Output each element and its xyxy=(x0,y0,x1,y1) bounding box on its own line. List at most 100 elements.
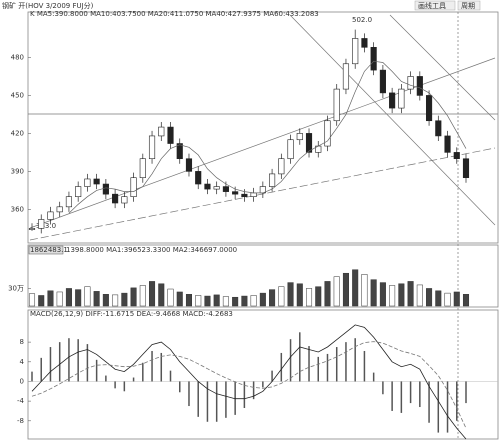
candle-body xyxy=(84,178,91,187)
dea-line xyxy=(31,341,467,429)
volume-bar xyxy=(84,286,91,307)
ma-line xyxy=(68,60,467,214)
volume-bar xyxy=(102,294,109,307)
volume-bar xyxy=(222,296,229,307)
candle-body xyxy=(462,158,470,179)
volume-bar xyxy=(453,291,460,307)
candle-body xyxy=(435,120,442,137)
candle-body xyxy=(398,88,405,109)
volume-bar xyxy=(379,282,386,307)
candle-body xyxy=(305,133,313,153)
candle-body xyxy=(139,158,146,179)
y-tick-label: 360 xyxy=(11,205,24,213)
volume-bar xyxy=(139,285,146,307)
candle-body xyxy=(185,158,193,172)
candle-body xyxy=(232,191,239,195)
candle-body xyxy=(296,133,303,141)
volume-bar xyxy=(65,288,72,307)
volume-bar xyxy=(462,294,470,307)
volume-bar xyxy=(389,285,396,307)
volume-bar xyxy=(130,287,137,307)
volume-bar xyxy=(185,294,192,307)
candle-body xyxy=(213,186,220,190)
price-frame xyxy=(27,11,499,244)
volume-bar xyxy=(158,283,165,307)
chart-title: 钢矿 开(HOV 3/2009 FUJ分) xyxy=(2,1,94,10)
volume-bar xyxy=(435,290,442,307)
low-annotation: 343.0 xyxy=(36,222,56,230)
volume-bar xyxy=(416,284,423,307)
volume-bar xyxy=(398,283,405,307)
volume-bar xyxy=(213,294,220,307)
diff-line xyxy=(31,324,467,440)
candle-body xyxy=(444,135,451,153)
ma-header: K MA5:390.8000 MA10:403.7500 MA20:411.07… xyxy=(30,10,319,18)
candle-body xyxy=(204,183,211,190)
volume-bar xyxy=(361,274,368,307)
volume-bar xyxy=(149,281,156,307)
trend-line xyxy=(289,14,496,226)
volume-bar xyxy=(47,290,54,307)
volume-bar xyxy=(278,286,285,307)
candle-body xyxy=(195,171,202,185)
volume-bar xyxy=(426,288,433,307)
volume-bar xyxy=(269,289,276,307)
y-tick-label: 4 xyxy=(20,358,25,366)
volume-frame xyxy=(27,244,499,308)
y-tick-label: 8 xyxy=(20,338,24,346)
candle-body xyxy=(167,126,174,144)
volume-bar xyxy=(324,281,331,307)
volume-bar xyxy=(241,295,248,307)
candle-body xyxy=(121,196,128,204)
volume-bar xyxy=(121,292,128,307)
volume-bar xyxy=(315,286,322,307)
volume-bar xyxy=(232,296,239,307)
volume-bar xyxy=(167,288,174,307)
candle-body xyxy=(379,69,386,94)
tool-button-label[interactable]: 画线工具 xyxy=(418,1,446,10)
candle-body xyxy=(342,63,350,90)
tool-button[interactable] xyxy=(414,0,456,11)
volume-bar xyxy=(112,294,119,307)
candle-body xyxy=(56,206,63,213)
candle-body xyxy=(112,193,119,204)
high-annotation: 502.0 xyxy=(352,16,372,24)
candle-body xyxy=(148,135,156,160)
period-button-label[interactable]: 周期 xyxy=(461,2,475,10)
candle-body xyxy=(287,139,294,160)
candle-body xyxy=(407,76,414,90)
volume-bar xyxy=(28,293,36,307)
volume-bar xyxy=(259,292,266,307)
volume-bar xyxy=(287,282,294,307)
candle-body xyxy=(453,152,460,160)
period-button[interactable] xyxy=(457,0,481,11)
candle-body xyxy=(176,143,183,160)
candle-body xyxy=(28,228,36,230)
volume-bar xyxy=(342,272,349,307)
candle-body xyxy=(389,92,396,109)
candle-body xyxy=(416,76,423,96)
volume-bar xyxy=(407,281,414,307)
trend-line xyxy=(29,147,496,241)
candle-body xyxy=(241,193,248,197)
candle-body xyxy=(158,126,165,137)
volume-bar xyxy=(93,291,100,307)
macd-frame xyxy=(27,309,499,440)
macd-header: MACD(26,12,9) DIFF:-11.6715 DEA:-9.4668 … xyxy=(30,310,233,318)
volume-bar xyxy=(250,295,257,307)
y-tick-label: -8 xyxy=(17,417,24,425)
candle-body xyxy=(75,186,82,197)
volume-bar xyxy=(444,292,451,307)
y-tick-label: 450 xyxy=(11,91,24,99)
candle-body xyxy=(93,178,100,185)
candle-body xyxy=(425,95,433,122)
volume-bar xyxy=(204,295,211,307)
candle-body xyxy=(65,196,73,208)
volume-bar xyxy=(176,291,183,307)
volume-box-text: 1862483.1 xyxy=(30,246,68,254)
candle-body xyxy=(130,177,137,197)
candle-body xyxy=(102,183,109,195)
y-tick-label: -4 xyxy=(17,397,25,405)
candle-body xyxy=(352,38,359,65)
